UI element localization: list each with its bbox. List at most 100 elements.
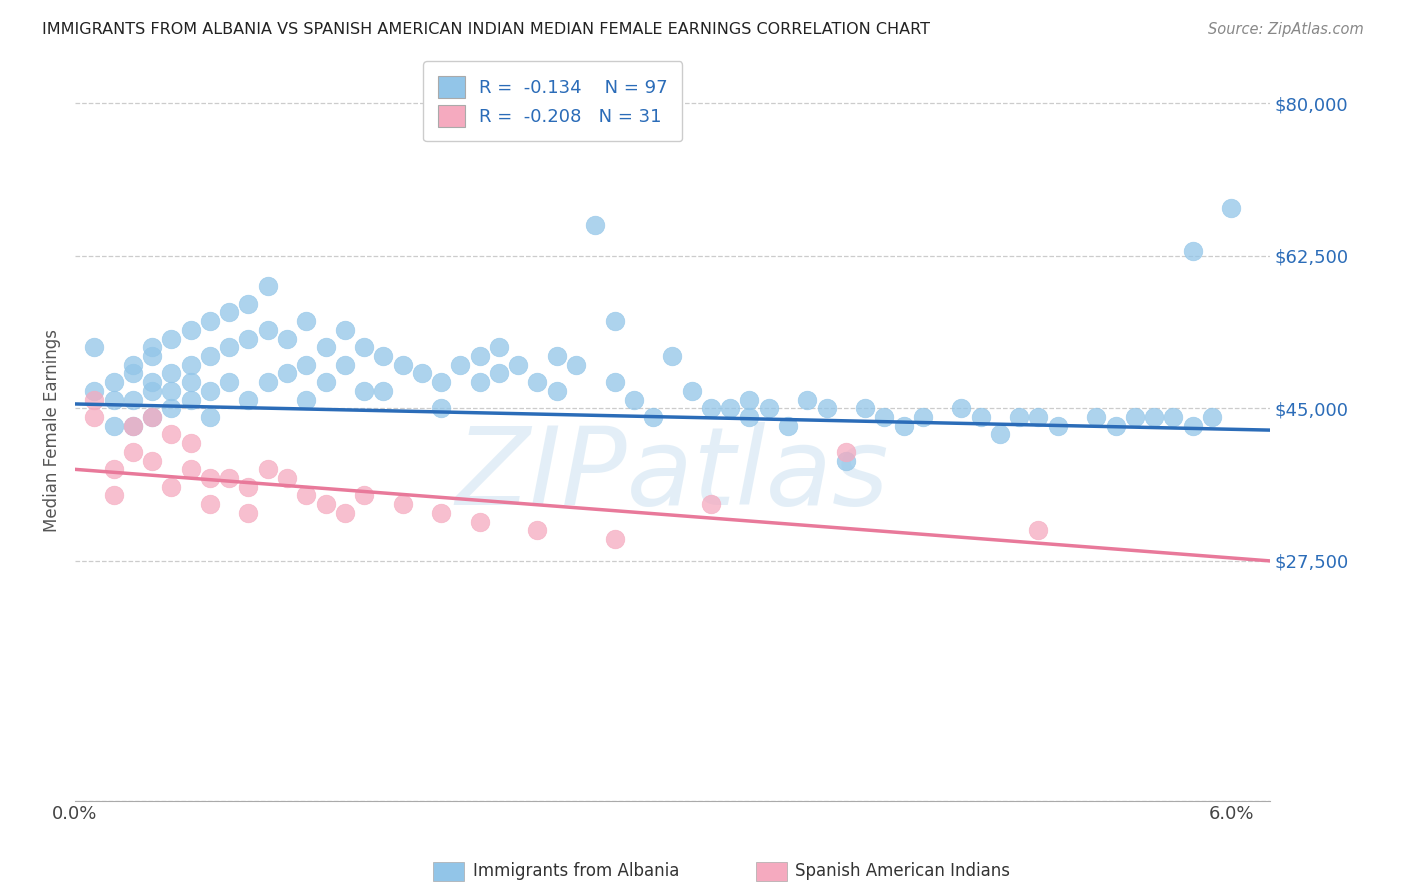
Point: [83, 410, 105, 425]
Point: [700, 497, 723, 511]
Point: [1163, 410, 1185, 425]
Point: [661, 349, 683, 363]
Point: [758, 401, 780, 416]
Point: [911, 410, 934, 425]
Point: [373, 349, 395, 363]
Point: [508, 358, 530, 372]
Point: [295, 392, 318, 407]
Point: [1008, 410, 1031, 425]
Point: [180, 358, 202, 372]
Point: [776, 418, 799, 433]
Point: [411, 367, 433, 381]
Point: [1220, 201, 1243, 215]
Point: [315, 340, 337, 354]
Point: [103, 488, 125, 502]
Point: [198, 497, 221, 511]
Point: [141, 375, 163, 389]
Point: [333, 323, 356, 337]
Point: [121, 392, 143, 407]
Point: [603, 375, 626, 389]
Point: [121, 418, 143, 433]
Point: [391, 358, 413, 372]
Point: [1028, 410, 1050, 425]
Point: [603, 314, 626, 328]
Point: [141, 453, 163, 467]
Point: [468, 349, 491, 363]
Point: [430, 401, 453, 416]
Point: [315, 497, 337, 511]
Point: [180, 392, 202, 407]
Point: [121, 367, 143, 381]
Point: [121, 445, 143, 459]
Point: [835, 445, 858, 459]
Point: [198, 471, 221, 485]
Point: [1046, 418, 1069, 433]
Point: [333, 358, 356, 372]
Point: [218, 340, 240, 354]
Point: [198, 410, 221, 425]
Point: [256, 279, 278, 293]
Point: [353, 340, 375, 354]
Point: [180, 436, 202, 450]
Point: [218, 375, 240, 389]
Point: [198, 349, 221, 363]
Point: [83, 384, 105, 398]
Point: [160, 427, 183, 442]
Point: [141, 410, 163, 425]
Point: [121, 418, 143, 433]
Point: [276, 471, 298, 485]
Point: [353, 384, 375, 398]
Text: Source: ZipAtlas.com: Source: ZipAtlas.com: [1208, 22, 1364, 37]
Text: ZIPatlas: ZIPatlas: [456, 422, 889, 527]
Point: [160, 401, 183, 416]
Point: [103, 418, 125, 433]
Point: [141, 410, 163, 425]
Point: [295, 358, 318, 372]
Text: Spanish American Indians: Spanish American Indians: [796, 863, 1011, 880]
Point: [276, 332, 298, 346]
Point: [391, 497, 413, 511]
Point: [295, 314, 318, 328]
Point: [853, 401, 876, 416]
Point: [198, 314, 221, 328]
Point: [873, 410, 896, 425]
Point: [238, 506, 260, 520]
Point: [198, 384, 221, 398]
Point: [988, 427, 1011, 442]
Text: Immigrants from Albania: Immigrants from Albania: [472, 863, 679, 880]
Point: [449, 358, 471, 372]
Point: [430, 506, 453, 520]
Point: [238, 296, 260, 310]
Point: [603, 532, 626, 546]
Point: [160, 480, 183, 494]
Point: [468, 515, 491, 529]
Point: [180, 462, 202, 476]
Point: [180, 375, 202, 389]
Point: [1123, 410, 1146, 425]
Point: [583, 219, 606, 233]
Text: IMMIGRANTS FROM ALBANIA VS SPANISH AMERICAN INDIAN MEDIAN FEMALE EARNINGS CORREL: IMMIGRANTS FROM ALBANIA VS SPANISH AMERI…: [42, 22, 931, 37]
Point: [718, 401, 741, 416]
Point: [546, 349, 568, 363]
Point: [160, 384, 183, 398]
Point: [488, 367, 510, 381]
Point: [1181, 244, 1204, 259]
Point: [643, 410, 665, 425]
Point: [526, 375, 548, 389]
Point: [83, 340, 105, 354]
Point: [218, 471, 240, 485]
Point: [526, 524, 548, 538]
Point: [333, 506, 356, 520]
Point: [103, 462, 125, 476]
Point: [700, 401, 723, 416]
Point: [103, 375, 125, 389]
Point: [256, 462, 278, 476]
Point: [893, 418, 915, 433]
Point: [238, 392, 260, 407]
Point: [950, 401, 973, 416]
Point: [835, 453, 858, 467]
Point: [238, 480, 260, 494]
Point: [103, 392, 125, 407]
Point: [430, 375, 453, 389]
Point: [1028, 524, 1050, 538]
